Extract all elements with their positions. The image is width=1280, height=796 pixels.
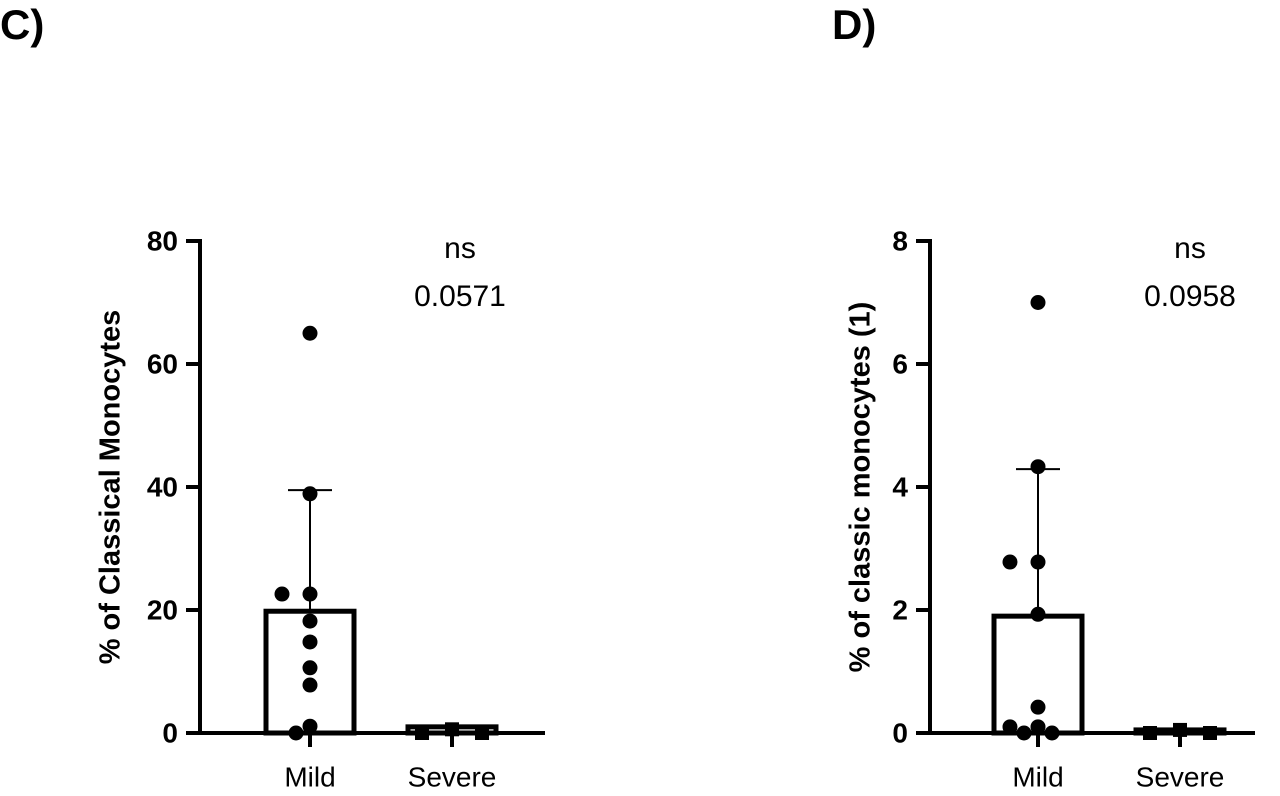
x-tick-label: Severe xyxy=(1136,761,1225,792)
y-tick-label: 40 xyxy=(147,471,178,502)
data-point xyxy=(302,718,318,734)
y-axis-label: % of Classical Monocytes xyxy=(95,310,127,665)
data-point xyxy=(1030,606,1046,622)
data-point xyxy=(302,325,318,341)
y-tick-label: 4 xyxy=(892,471,908,502)
x-tick-label: Severe xyxy=(408,761,497,792)
annotation: ns xyxy=(444,232,476,265)
annotation: 0.0958 xyxy=(1144,280,1236,313)
y-tick-label: 6 xyxy=(892,348,908,379)
data-point xyxy=(1002,554,1018,570)
data-point xyxy=(302,613,318,629)
data-point xyxy=(302,634,318,650)
data-point xyxy=(302,660,318,676)
y-tick-label: 0 xyxy=(892,717,908,748)
y-tick-label: 0 xyxy=(162,717,178,748)
y-tick-label: 20 xyxy=(147,594,178,625)
panel-label: C) xyxy=(0,1,44,48)
y-tick-label: 60 xyxy=(147,348,178,379)
data-point xyxy=(1030,719,1046,735)
y-axis-label: % of classic monocytes (1) xyxy=(845,302,877,673)
data-point xyxy=(1002,719,1018,735)
bar xyxy=(991,613,1085,736)
data-point xyxy=(274,586,290,602)
annotation: 0.0571 xyxy=(414,280,506,313)
data-point xyxy=(302,486,318,502)
data-point xyxy=(1030,295,1046,310)
y-tick-label: 2 xyxy=(892,594,908,625)
x-tick-label: Mild xyxy=(1012,761,1063,792)
x-tick-label: Mild xyxy=(284,761,335,792)
data-point xyxy=(1030,459,1046,475)
data-point xyxy=(302,677,318,693)
data-point xyxy=(1030,699,1046,715)
data-point xyxy=(1030,554,1046,570)
panel-label: D) xyxy=(832,1,876,48)
data-point xyxy=(302,586,318,602)
annotation: ns xyxy=(1174,232,1206,265)
y-tick-label: 8 xyxy=(892,225,908,256)
y-tick-label: 80 xyxy=(147,225,178,256)
